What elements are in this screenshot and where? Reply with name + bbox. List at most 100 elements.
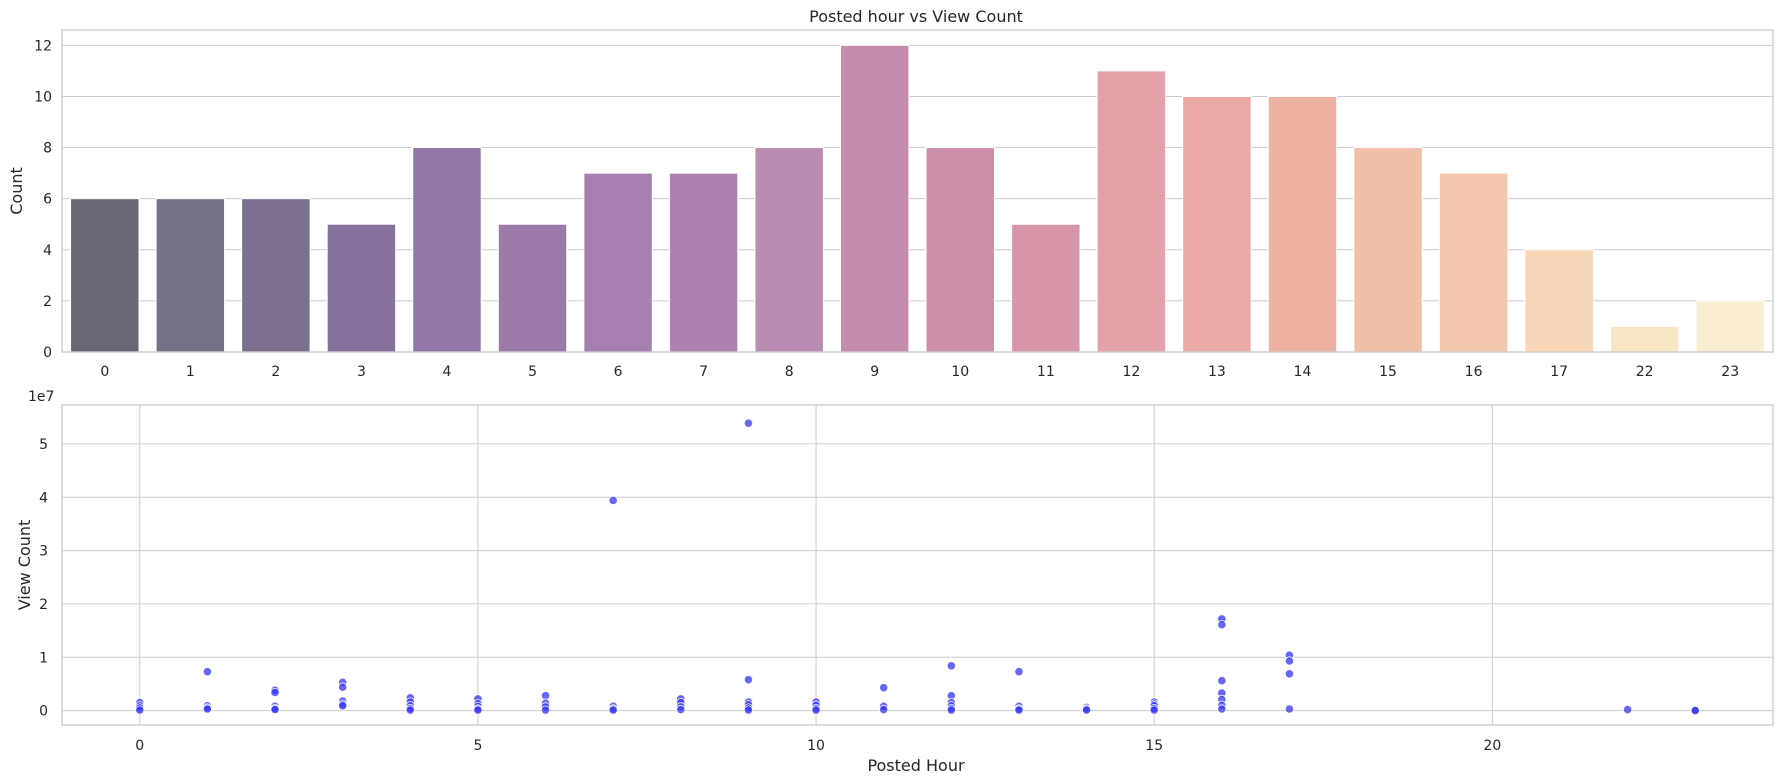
bar-y-tick-label: 10 [34,89,52,105]
scatter-chart-x-axis-label: Posted Hour [867,756,965,775]
scatter-point [1149,705,1159,715]
scatter-point [1014,667,1024,677]
bar [497,223,568,353]
bar-chart-y-ticks: 0 2 4 6 8 10 12 [34,38,52,361]
bar-y-tick-label: 12 [34,38,52,54]
scatter-point [743,675,754,685]
bar-y-tick-label: 0 [43,345,52,361]
bar [1011,223,1081,353]
bar [1353,147,1423,353]
bar-x-tick-label: 14 [1294,364,1312,380]
scatter-chart-x-ticks: 0 5 10 15 20 [135,738,1501,754]
bar-chart-frame [61,29,1774,353]
bar [668,172,739,353]
scatter-point [1217,620,1227,630]
scatter-y-tick-label: 3 [39,544,48,560]
scatter-point [1622,704,1633,715]
bar-y-tick-label: 6 [43,192,52,208]
scatter-chart-y-ticks: 0 1 2 3 4 5 [39,437,48,720]
bar [412,147,482,353]
bar [754,147,824,353]
scatter-point [202,704,213,714]
scatter-point [1081,705,1092,715]
bar [1609,325,1680,353]
bar [1267,95,1338,353]
scatter-y-tick-label: 5 [39,437,48,453]
scatter-point [1284,669,1295,679]
scatter-x-tick-label: 0 [135,738,144,754]
scatter-point [879,683,889,693]
scatter-x-tick-label: 5 [473,738,482,754]
scatter-point [338,682,348,692]
scatter-chart-panel: 0 1 2 3 4 5 0 5 10 15 20 1e7 View Count Posted Ho… [15,389,1774,775]
bar [241,198,311,353]
scatter-point [473,705,483,715]
bar-x-tick-label: 17 [1550,364,1568,380]
scatter-point [879,704,889,715]
bar [326,223,397,353]
scatter-point [202,667,213,677]
bar-x-tick-label: 22 [1636,364,1654,380]
scatter-y-tick-label: 4 [39,490,48,506]
scatter-point [1217,676,1227,686]
bar-x-tick-label: 23 [1721,364,1739,380]
scatter-chart-frame [61,404,1774,726]
bar-x-tick-label: 2 [271,364,280,380]
scatter-y-tick-label: 2 [39,597,48,613]
bar-x-tick-label: 12 [1122,364,1140,380]
scatter-point [270,687,280,698]
bar [583,172,653,353]
scatter-point [1217,704,1227,714]
bar-x-tick-label: 6 [614,364,623,380]
bar [1438,172,1509,353]
bar [70,198,140,353]
scatter-point [1284,656,1295,666]
scatter-chart-y-axis-label: View Count [15,520,34,611]
bar-x-tick-label: 0 [100,364,109,380]
bar-x-tick-label: 13 [1208,364,1226,380]
bar-x-tick-label: 8 [785,364,794,380]
scatter-x-tick-label: 15 [1145,738,1163,754]
scatter-point [946,661,956,671]
scatter-point [811,705,821,715]
scatter-x-tick-label: 10 [807,738,825,754]
scatter-chart-points [135,418,1700,716]
bar-x-tick-label: 11 [1037,364,1055,380]
bar-x-tick-label: 5 [528,364,537,380]
bar-y-tick-label: 4 [43,243,52,259]
bar [1695,300,1765,353]
bar-x-tick-label: 4 [443,364,452,380]
scatter-point [1690,705,1700,716]
scatter-x-tick-label: 20 [1483,738,1501,754]
scatter-chart-offset-label: 1e7 [28,389,54,405]
bar-x-tick-label: 3 [357,364,366,380]
bar-x-tick-label: 9 [870,364,879,380]
scatter-point [135,705,145,715]
bar-chart-title: Posted hour vs View Count [809,7,1023,26]
scatter-point [743,418,754,428]
scatter-point [338,701,348,711]
scatter-y-tick-label: 0 [39,704,48,720]
bar-x-tick-label: 1 [186,364,195,380]
bar [1524,249,1594,353]
bar [1182,95,1252,353]
bar-chart-x-ticks: 0 1 2 3 4 5 6 7 8 9 10 11 12 13 14 15 16 17 22 23 [100,364,1739,380]
scatter-point [270,704,280,715]
scatter-point [608,495,618,506]
bar-x-tick-label: 15 [1379,364,1397,380]
bar [1096,70,1167,353]
scatter-y-tick-label: 1 [39,650,48,666]
scatter-point [1014,705,1024,715]
bar [925,147,995,353]
bar-chart-gridlines [62,44,1773,353]
bar-chart-bars [70,44,1765,353]
bar-x-tick-label: 7 [699,364,708,380]
scatter-point [946,705,956,715]
scatter-point [540,705,551,715]
bar [840,44,910,353]
bar-y-tick-label: 2 [43,294,52,310]
scatter-point [608,705,618,715]
bar-chart-y-axis-label: Count [7,167,26,215]
